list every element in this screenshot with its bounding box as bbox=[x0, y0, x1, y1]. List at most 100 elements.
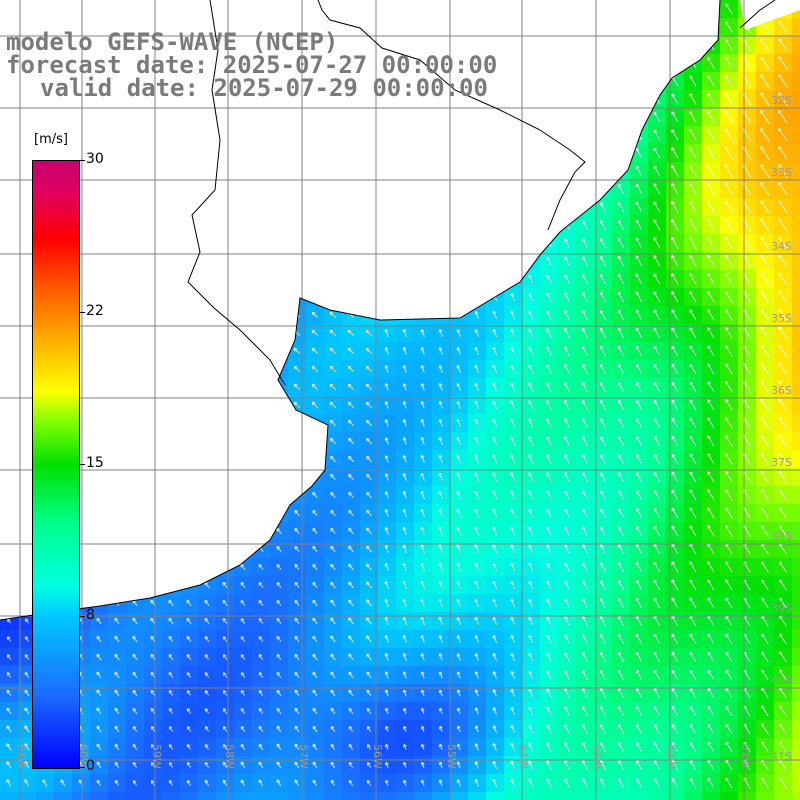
wind-arrow bbox=[760, 272, 770, 286]
wind-arrow bbox=[528, 616, 534, 626]
wind-arrow bbox=[276, 725, 282, 733]
field-cell bbox=[630, 792, 649, 800]
wind-arrow bbox=[114, 707, 120, 715]
wind-arrow bbox=[528, 292, 534, 302]
wind-arrow bbox=[510, 652, 516, 661]
wind-arrow bbox=[600, 418, 606, 428]
wind-arrow bbox=[706, 200, 716, 214]
wind-arrow bbox=[671, 147, 679, 159]
wind-arrow bbox=[725, 651, 733, 663]
wind-arrow bbox=[347, 365, 355, 373]
wind-arrow bbox=[403, 744, 407, 750]
lon-label: 55W bbox=[445, 744, 458, 769]
wind-arrow bbox=[293, 401, 301, 409]
wind-arrow bbox=[312, 653, 318, 661]
wind-arrow bbox=[312, 528, 318, 534]
wind-arrow bbox=[24, 671, 30, 678]
field-cell bbox=[792, 738, 800, 757]
wind-arrow bbox=[402, 346, 407, 355]
wind-arrow bbox=[402, 779, 407, 787]
wind-arrow bbox=[510, 400, 516, 410]
wind-arrow bbox=[474, 707, 479, 715]
wind-arrow bbox=[725, 579, 733, 591]
field-cell bbox=[540, 792, 559, 800]
wind-arrow bbox=[456, 382, 461, 391]
wind-arrow bbox=[204, 654, 210, 660]
wind-arrow bbox=[312, 725, 318, 733]
wind-arrow bbox=[474, 544, 480, 554]
wind-arrow bbox=[635, 165, 643, 177]
wind-arrow bbox=[420, 725, 425, 732]
lat-label: 33S bbox=[771, 166, 792, 179]
wind-arrow bbox=[671, 309, 679, 321]
wind-arrow bbox=[384, 526, 389, 535]
wind-arrow bbox=[689, 182, 697, 196]
wind-arrow bbox=[528, 760, 534, 770]
field-cell bbox=[450, 792, 469, 800]
wind-arrow bbox=[778, 56, 788, 70]
field-cell bbox=[792, 450, 800, 469]
wind-arrow bbox=[258, 582, 264, 588]
wind-arrow bbox=[474, 418, 480, 428]
wind-arrow bbox=[240, 708, 246, 714]
forecast-date: forecast date: 2025-07-27 00:00:00 bbox=[6, 51, 498, 79]
wind-arrow bbox=[6, 689, 12, 696]
wind-arrow bbox=[778, 398, 788, 412]
wind-arrow bbox=[474, 454, 480, 464]
wind-arrow bbox=[725, 723, 733, 735]
wind-arrow bbox=[528, 508, 534, 518]
wind-arrow bbox=[420, 508, 425, 518]
field-cell bbox=[792, 126, 800, 145]
colorbar-tick-mark bbox=[79, 160, 85, 161]
wind-arrow bbox=[312, 510, 318, 516]
field-cell bbox=[792, 198, 800, 217]
wind-arrow bbox=[348, 653, 354, 661]
wind-arrow bbox=[366, 726, 372, 732]
wind-arrow bbox=[294, 582, 300, 588]
lon-label: 54W bbox=[517, 744, 530, 769]
wind-arrow bbox=[186, 690, 192, 696]
wind-arrow bbox=[330, 689, 336, 697]
wind-arrow bbox=[689, 146, 697, 159]
wind-arrow bbox=[617, 291, 625, 303]
wind-arrow bbox=[24, 707, 30, 715]
wind-arrow bbox=[689, 507, 697, 519]
wind-arrow bbox=[724, 200, 734, 214]
wind-arrow bbox=[725, 453, 733, 465]
wind-arrow bbox=[581, 363, 588, 375]
wind-arrow bbox=[689, 435, 697, 447]
wind-arrow bbox=[635, 219, 643, 231]
wind-arrow bbox=[312, 671, 318, 679]
wind-arrow bbox=[707, 777, 715, 789]
wind-arrow bbox=[456, 328, 461, 337]
wind-arrow bbox=[671, 741, 679, 752]
wind-arrow bbox=[599, 633, 606, 644]
wind-arrow bbox=[600, 562, 606, 572]
wind-arrow bbox=[581, 309, 588, 321]
wind-arrow bbox=[168, 653, 174, 660]
wind-arrow bbox=[724, 164, 734, 178]
field-cell bbox=[378, 792, 397, 800]
wind-arrow bbox=[294, 528, 300, 534]
wind-arrow bbox=[599, 273, 606, 285]
wind-arrow bbox=[510, 346, 516, 356]
wind-arrow bbox=[474, 310, 479, 319]
wind-arrow bbox=[564, 508, 570, 518]
wind-arrow bbox=[150, 599, 156, 607]
wind-arrow bbox=[204, 599, 210, 606]
wind-arrow bbox=[402, 761, 407, 768]
wind-arrow bbox=[312, 545, 318, 552]
wind-arrow bbox=[492, 562, 498, 572]
field-cell bbox=[558, 792, 577, 800]
wind-arrow bbox=[725, 327, 733, 339]
wind-arrow bbox=[438, 544, 444, 554]
field-cell bbox=[792, 414, 800, 433]
wind-arrow bbox=[365, 365, 373, 373]
wind-arrow bbox=[186, 654, 192, 660]
wind-arrow bbox=[329, 419, 336, 427]
wind-arrow bbox=[635, 507, 642, 518]
wind-arrow bbox=[492, 707, 497, 715]
wind-arrow bbox=[186, 762, 192, 768]
wind-arrow bbox=[384, 725, 389, 732]
wind-arrow bbox=[706, 164, 716, 178]
